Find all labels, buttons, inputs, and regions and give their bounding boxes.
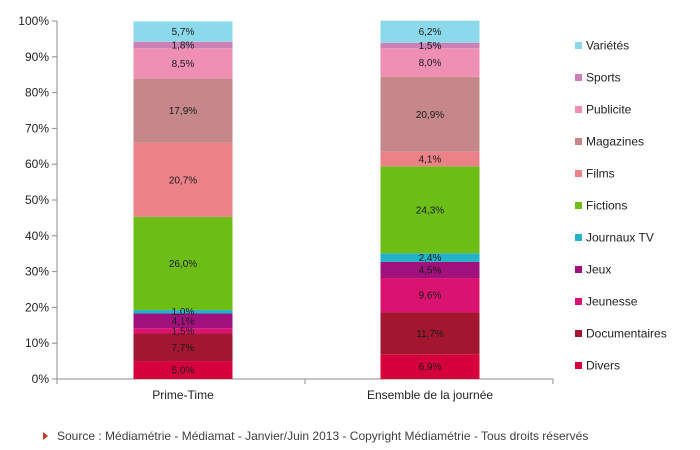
y-tick-label: 10%	[25, 336, 49, 350]
data-label: 4,5%	[419, 265, 442, 276]
bar-segment	[380, 253, 480, 262]
y-tick-label: 70%	[25, 121, 49, 135]
legend-label: Jeunesse	[586, 295, 638, 309]
x-category-label: Prime-Time	[152, 388, 214, 402]
legend-label: Sports	[586, 71, 621, 85]
legend-swatch	[575, 362, 582, 369]
bar-segment	[380, 151, 480, 167]
bar-segment	[133, 41, 233, 49]
legend-label: Publicite	[586, 103, 632, 117]
y-tick-label: 60%	[25, 157, 49, 171]
legend-label: Documentaires	[586, 327, 667, 341]
legend-swatch	[575, 298, 582, 305]
y-tick-label: 30%	[25, 265, 49, 279]
data-label: 20,7%	[169, 175, 197, 186]
data-label: 24,3%	[416, 205, 444, 216]
bar-segment	[380, 261, 480, 279]
legend-label: Journaux TV	[586, 231, 654, 245]
source-note: Source : Médiamétrie - Médiamat - Janvie…	[43, 429, 588, 443]
y-tick-label: 40%	[25, 229, 49, 243]
data-label: 4,1%	[172, 316, 195, 327]
data-label: 9,6%	[419, 291, 442, 302]
data-label: 1,8%	[172, 40, 195, 51]
data-label: 11,7%	[416, 329, 444, 340]
bar-segment	[380, 20, 480, 43]
legend-swatch	[575, 170, 582, 177]
data-label: 4,1%	[419, 155, 442, 166]
data-label: 5,0%	[172, 366, 195, 377]
legend-swatch	[575, 106, 582, 113]
data-labels: 5,0%7,7%1,5%4,1%1,0%26,0%20,7%17,9%8,5%1…	[169, 27, 444, 376]
bar-segment	[380, 76, 480, 152]
bar-segment	[133, 78, 233, 143]
legend-swatch	[575, 74, 582, 81]
bar-segment	[133, 328, 233, 334]
y-axis: 0% 10% 20% 30% 40% 50% 60% 70% 80% 90% 100%	[18, 14, 58, 386]
legend-swatch	[575, 42, 582, 49]
y-tick-label: 100%	[18, 14, 49, 28]
data-label: 26,0%	[169, 259, 197, 270]
legend: Variétés Sports Publicite Magazines Films Fic…	[575, 39, 667, 373]
bar-segment	[380, 278, 480, 313]
y-tick-label: 90%	[25, 50, 49, 64]
bar-segment	[133, 142, 233, 217]
bar-segment	[133, 48, 233, 79]
legend-swatch	[575, 138, 582, 145]
data-label: 2,4%	[419, 253, 442, 264]
legend-label: Fictions	[586, 199, 627, 213]
legend-swatch	[575, 234, 582, 241]
source-text: Source : Médiamétrie - Médiamat - Janvie…	[57, 429, 588, 443]
data-label: 8,0%	[419, 58, 442, 69]
data-label: 1,5%	[172, 326, 195, 337]
bars	[133, 20, 480, 379]
data-label: 6,9%	[419, 362, 442, 373]
data-label: 1,0%	[172, 307, 195, 318]
legend-label: Divers	[586, 359, 620, 373]
legend-label: Variétés	[586, 39, 629, 53]
legend-swatch	[575, 202, 582, 209]
data-label: 5,7%	[172, 27, 195, 38]
y-tick-label: 0%	[32, 372, 50, 386]
bar-segment	[380, 48, 480, 77]
data-label: 7,7%	[172, 343, 195, 354]
bar-segment	[380, 166, 480, 254]
bar-segment	[380, 354, 480, 379]
x-axis: Prime-Time Ensemble de la journée	[56, 378, 554, 402]
bar-segment	[133, 361, 233, 379]
bar-segment	[133, 313, 233, 329]
y-tick-label: 20%	[25, 300, 49, 314]
legend-label: Films	[586, 167, 615, 181]
bar-segment	[133, 21, 233, 42]
data-label: 20,9%	[416, 110, 444, 121]
source-marker-icon	[43, 432, 48, 440]
legend-label: Magazines	[586, 135, 644, 149]
bar-segment	[133, 309, 233, 314]
y-tick-label: 50%	[25, 193, 49, 207]
legend-label: Jeux	[586, 263, 611, 277]
legend-swatch	[575, 266, 582, 273]
data-label: 8,5%	[172, 59, 195, 70]
data-label: 6,2%	[419, 27, 442, 38]
data-label: 1,5%	[419, 41, 442, 52]
legend-swatch	[575, 330, 582, 337]
bar-segment	[133, 333, 233, 362]
bar-segment	[380, 312, 480, 355]
data-label: 17,9%	[169, 106, 197, 117]
y-tick-label: 80%	[25, 86, 49, 100]
bar-segment	[380, 42, 480, 49]
x-category-label: Ensemble de la journée	[367, 388, 493, 402]
bar-segment	[133, 216, 233, 310]
